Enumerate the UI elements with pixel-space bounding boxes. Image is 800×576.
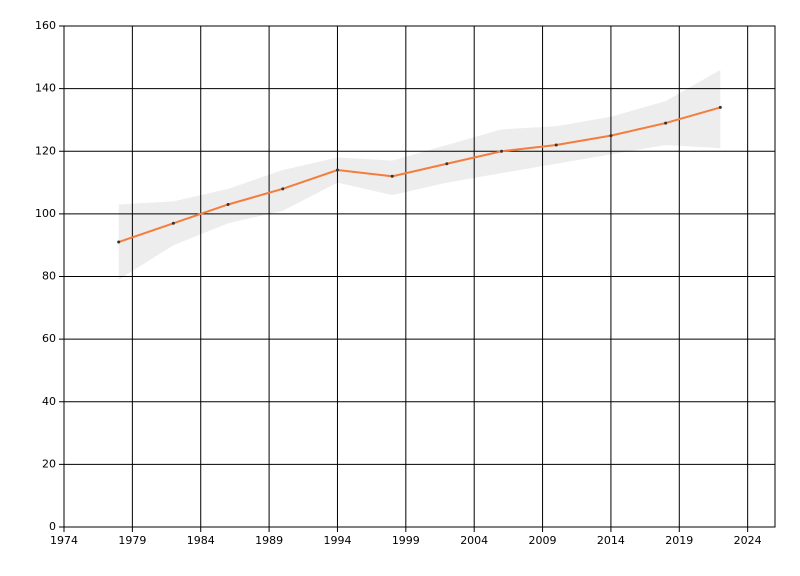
y-tick-label: 140 xyxy=(35,82,56,95)
point xyxy=(117,240,121,244)
point xyxy=(171,221,175,225)
x-tick-label: 1974 xyxy=(50,534,78,547)
y-tick-label: 40 xyxy=(42,395,56,408)
x-tick-label: 1989 xyxy=(255,534,283,547)
point xyxy=(664,121,668,125)
y-tick-label: 80 xyxy=(42,270,56,283)
point xyxy=(281,187,285,191)
x-tick-label: 1979 xyxy=(118,534,146,547)
point xyxy=(390,174,394,178)
point xyxy=(718,105,722,109)
y-tick-label: 0 xyxy=(49,520,56,533)
line xyxy=(118,106,721,244)
x-tick-label: 2024 xyxy=(734,534,762,547)
x-tick-label: 2009 xyxy=(529,534,557,547)
point xyxy=(500,149,504,153)
y-tick-label: 120 xyxy=(35,144,56,157)
x-tick-label: 2019 xyxy=(665,534,693,547)
point xyxy=(445,162,449,166)
x-tick-label: 2014 xyxy=(597,534,625,547)
point xyxy=(609,134,613,138)
point xyxy=(335,168,339,172)
point xyxy=(554,143,558,147)
x-tick-label: 2004 xyxy=(460,534,488,547)
x-tick-label: 1994 xyxy=(323,534,351,547)
y-tick-label: 20 xyxy=(42,457,56,470)
confidence-band xyxy=(118,69,721,280)
y-tick-label: 160 xyxy=(35,19,56,32)
x-tick-label: 1984 xyxy=(187,534,215,547)
y-tick-label: 60 xyxy=(42,332,56,345)
x-tick-label: 1999 xyxy=(392,534,420,547)
y-tick-label: 100 xyxy=(35,207,56,220)
point xyxy=(226,202,230,206)
